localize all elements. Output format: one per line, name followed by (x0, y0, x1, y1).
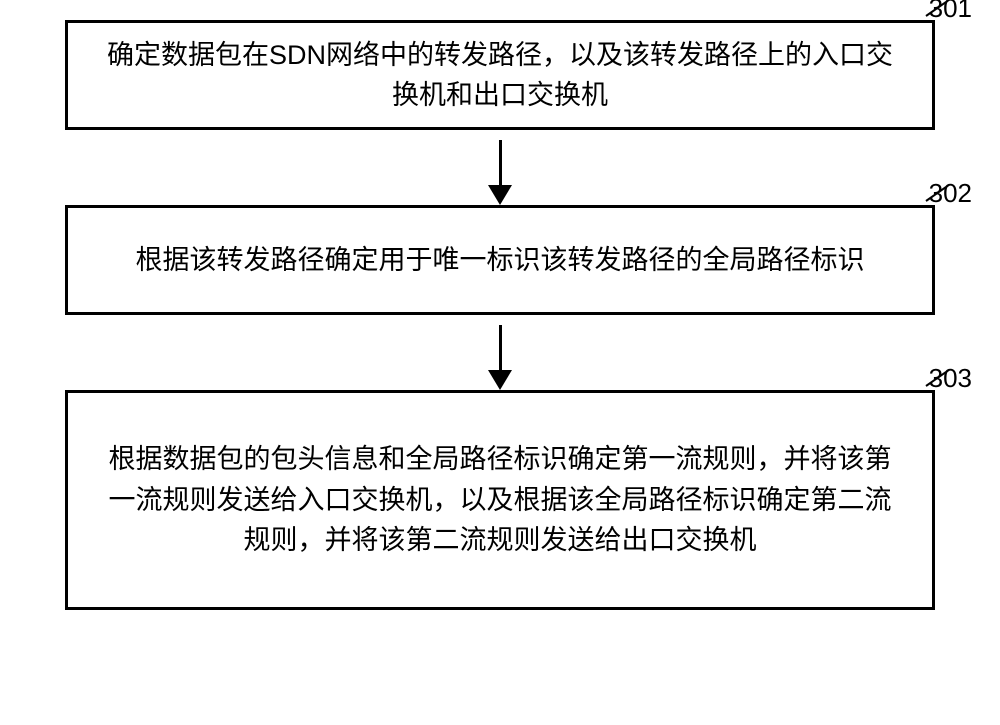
flowchart-step-3: 303 根据数据包的包头信息和全局路径标识确定第一流规则，并将该第一流规则发送给… (65, 390, 935, 610)
flowchart-step-1: 301 确定数据包在SDN网络中的转发路径，以及该转发路径上的入口交换机和出口交… (65, 20, 935, 130)
arrow-2-to-3 (499, 315, 502, 390)
step-text-2: 根据该转发路径确定用于唯一标识该转发路径的全局路径标识 (136, 240, 865, 281)
flowchart-step-2: 302 根据该转发路径确定用于唯一标识该转发路径的全局路径标识 (65, 205, 935, 315)
arrow-head-icon (488, 185, 512, 205)
step-text-1: 确定数据包在SDN网络中的转发路径，以及该转发路径上的入口交换机和出口交换机 (98, 35, 902, 116)
step-label-2: 302 (929, 178, 972, 209)
arrow-1-to-2 (499, 130, 502, 205)
step-label-1: 301 (929, 0, 972, 24)
step-text-3: 根据数据包的包头信息和全局路径标识确定第一流规则，并将该第一流规则发送给入口交换… (98, 439, 902, 561)
arrow-head-icon (488, 370, 512, 390)
step-label-3: 303 (929, 363, 972, 394)
